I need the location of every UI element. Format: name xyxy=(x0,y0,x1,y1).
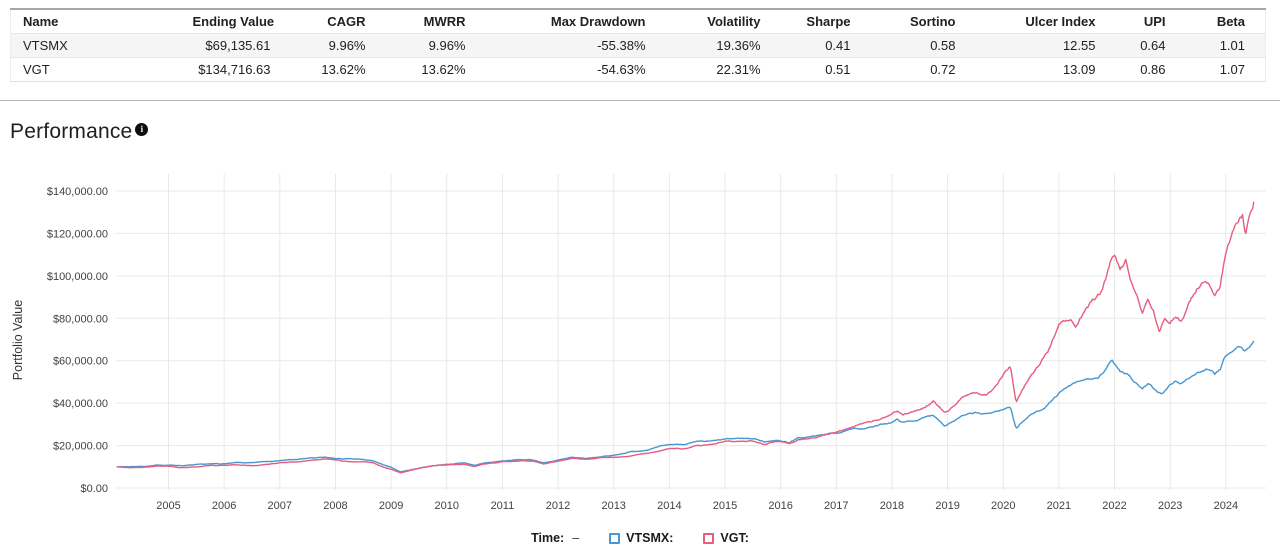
x-tick-label: 2020 xyxy=(991,500,1015,512)
x-tick-label: 2007 xyxy=(268,500,292,512)
y-tick-label: $80,000.00 xyxy=(53,313,108,325)
x-tick-label: 2018 xyxy=(880,500,904,512)
column-header-name: Name xyxy=(23,14,59,29)
x-tick-label: 2024 xyxy=(1214,500,1238,512)
cell-vgt-beta: 1.07 xyxy=(1219,62,1245,77)
legend-item-time: Time: – xyxy=(531,531,579,545)
vtsmx-legend-label: VTSMX: xyxy=(626,531,674,545)
vgt-legend-swatch xyxy=(703,532,715,544)
y-tick-label: $60,000.00 xyxy=(53,356,108,368)
cell-vtsmx-volatility: 19.36% xyxy=(716,38,761,53)
column-header-beta: Beta xyxy=(1216,14,1245,29)
table-row-vgt: VGT $134,716.63 13.62% 13.62% -54.63% 22… xyxy=(10,57,1266,82)
column-header-upi: UPI xyxy=(1143,14,1166,29)
cell-vtsmx-name: VTSMX xyxy=(23,38,68,53)
cell-vtsmx-max-drawdown: -55.38% xyxy=(597,38,646,53)
cell-vgt-ulcer-index: 13.09 xyxy=(1062,62,1096,77)
cell-vgt-ending-value: $134,716.63 xyxy=(198,62,271,77)
column-header-max-drawdown: Max Drawdown xyxy=(550,14,646,29)
section-divider xyxy=(0,100,1280,101)
x-tick-label: 2013 xyxy=(601,500,625,512)
y-axis-title: Portfolio Value xyxy=(11,300,25,380)
x-tick-label: 2015 xyxy=(713,500,737,512)
x-tick-label: 2005 xyxy=(156,500,180,512)
x-tick-label: 2017 xyxy=(824,500,848,512)
series-line-vgt[interactable] xyxy=(116,201,1255,474)
cell-vgt-mwrr: 13.62% xyxy=(421,62,466,77)
stats-table-container: Name Ending Value CAGR MWRR Max Drawdown… xyxy=(10,8,1266,82)
cell-vtsmx-sortino: 0.58 xyxy=(930,38,956,53)
cell-vgt-sortino: 0.72 xyxy=(930,62,956,77)
y-tick-label: $0.00 xyxy=(80,483,108,495)
legend-item-vgt[interactable]: VGT: xyxy=(703,531,749,545)
column-header-ending-value: Ending Value xyxy=(192,14,275,29)
cell-vgt-sharpe: 0.51 xyxy=(825,62,851,77)
x-tick-label: 2011 xyxy=(491,500,515,512)
y-tick-label: $40,000.00 xyxy=(53,398,108,410)
x-tick-label: 2023 xyxy=(1158,500,1182,512)
column-header-volatility: Volatility xyxy=(707,14,761,29)
y-tick-label: $140,000.00 xyxy=(47,186,108,198)
x-tick-label: 2014 xyxy=(657,500,681,512)
cell-vtsmx-sharpe: 0.41 xyxy=(825,38,851,53)
cell-vtsmx-cagr: 9.96% xyxy=(328,38,366,53)
x-tick-label: 2021 xyxy=(1047,500,1071,512)
stats-table: Name Ending Value CAGR MWRR Max Drawdown… xyxy=(10,8,1266,82)
y-tick-label: $20,000.00 xyxy=(53,441,108,453)
performance-heading: Performance i xyxy=(10,120,149,144)
cell-vtsmx-beta: 1.01 xyxy=(1219,38,1245,53)
y-tick-label: $100,000.00 xyxy=(47,271,108,283)
cell-vgt-max-drawdown: -54.63% xyxy=(597,62,646,77)
table-row-vtsmx: VTSMX $69,135.61 9.96% 9.96% -55.38% 19.… xyxy=(10,33,1266,58)
x-tick-label: 2006 xyxy=(212,500,236,512)
x-tick-label: 2019 xyxy=(935,500,959,512)
cell-vtsmx-upi: 0.64 xyxy=(1140,38,1166,53)
column-header-ulcer-index: Ulcer Index xyxy=(1025,14,1096,29)
cell-vtsmx-ulcer-index: 12.55 xyxy=(1062,38,1096,53)
vtsmx-legend-swatch xyxy=(609,532,621,544)
legend-item-vtsmx[interactable]: VTSMX: xyxy=(609,531,673,545)
chart-legend: Time: – VTSMX: VGT: xyxy=(0,531,1280,545)
column-header-mwrr: MWRR xyxy=(423,14,466,29)
x-tick-label: 2016 xyxy=(768,500,792,512)
column-header-cagr: CAGR xyxy=(327,14,366,29)
vgt-legend-label: VGT: xyxy=(720,531,749,545)
performance-chart[interactable]: 2005 2006 2007 2008 2009 2010 2011 2012 2013 2014… xyxy=(0,168,1280,518)
x-tick-label: 2009 xyxy=(379,500,403,512)
y-tick-label: $120,000.00 xyxy=(47,228,108,240)
cell-vgt-upi: 0.86 xyxy=(1140,62,1166,77)
legend-time-label: Time: xyxy=(531,531,565,545)
cell-vgt-name: VGT xyxy=(23,62,50,77)
column-header-sharpe: Sharpe xyxy=(806,14,851,29)
info-icon[interactable]: i xyxy=(135,123,149,136)
cell-vtsmx-mwrr: 9.96% xyxy=(428,38,466,53)
cell-vgt-cagr: 13.62% xyxy=(321,62,366,77)
x-tick-label: 2008 xyxy=(323,500,347,512)
legend-time-value: – xyxy=(572,531,580,545)
performance-title: Performance xyxy=(10,120,133,143)
x-tick-label: 2010 xyxy=(435,500,459,512)
table-header-row: Name Ending Value CAGR MWRR Max Drawdown… xyxy=(11,9,1266,34)
x-tick-label: 2012 xyxy=(546,500,570,512)
column-header-sortino: Sortino xyxy=(910,14,956,29)
x-tick-label: 2022 xyxy=(1102,500,1126,512)
series-line-vtsmx[interactable] xyxy=(116,340,1255,473)
cell-vgt-volatility: 22.31% xyxy=(716,62,761,77)
cell-vtsmx-ending-value: $69,135.61 xyxy=(205,38,271,53)
